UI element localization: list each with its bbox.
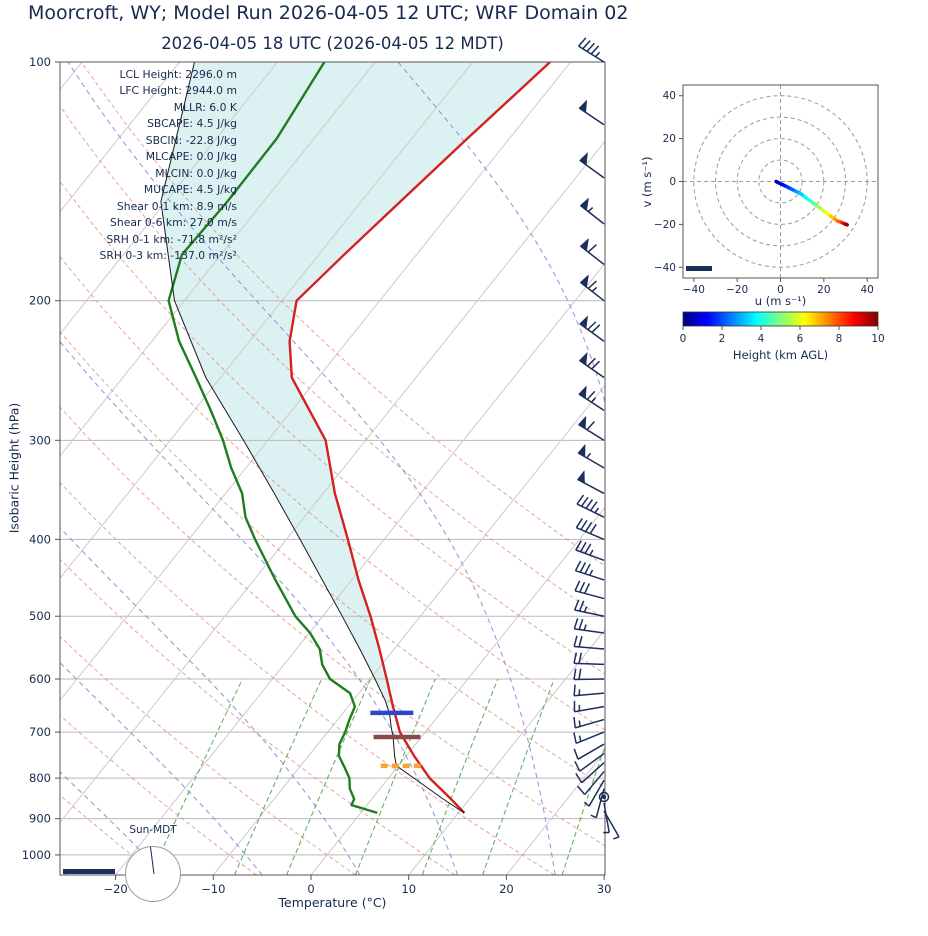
tick-label: 600	[29, 672, 51, 686]
wind-barb	[573, 684, 605, 697]
stat-line: MLCIN: 0.0 J/kg	[155, 166, 237, 180]
hodograph-ylabel: v (m s⁻¹)	[640, 156, 654, 208]
page-title: Moorcroft, WY; Model Run 2026-04-05 12 U…	[28, 2, 629, 24]
tick-label: 0	[307, 882, 314, 896]
wind-barb	[573, 716, 605, 729]
tick-label: 8	[836, 333, 843, 345]
tick-label: 1000	[22, 848, 51, 862]
wind-barb	[573, 700, 605, 713]
tick-label: 700	[29, 725, 51, 739]
wind-barb	[573, 668, 605, 681]
height-colorbar	[682, 311, 879, 327]
wind-barb	[573, 731, 605, 745]
stat-line: Shear 0-1 km: 8.9 m/s	[116, 199, 237, 213]
tick-label: 10	[871, 333, 884, 345]
tick-label: 300	[29, 433, 51, 447]
tick-label: 4	[758, 333, 765, 345]
wind-barb	[574, 560, 605, 581]
wind-barb	[583, 779, 605, 807]
wind-barb	[578, 37, 605, 63]
tick-label: 40	[663, 90, 676, 102]
wind-barb	[573, 635, 605, 650]
tick-label: 30	[597, 882, 612, 896]
wind-barb	[579, 197, 605, 225]
ground-bar	[63, 869, 115, 874]
tick-label: 0	[777, 284, 784, 296]
tick-label: −10	[201, 882, 225, 896]
wind-barb	[577, 469, 605, 495]
wind-barb	[579, 151, 605, 179]
wind-barb	[576, 494, 605, 518]
dewpoint-curve	[167, 62, 378, 815]
tick-label: 20	[817, 284, 830, 296]
sun-dial	[125, 846, 181, 902]
sun-label: Sun-MDT	[129, 824, 177, 836]
wind-barb	[575, 762, 605, 784]
wind-barb	[575, 518, 605, 541]
cin-shade-region	[160, 62, 551, 715]
tick-label: 800	[29, 771, 51, 785]
tick-label: 10	[401, 882, 416, 896]
tick-label: 200	[29, 294, 51, 308]
wind-barb	[573, 652, 605, 666]
tick-label: −20	[654, 219, 676, 231]
stat-line: MLLR: 6.0 K	[173, 100, 237, 114]
tick-label: −40	[654, 262, 676, 274]
stat-line: MLCAPE: 0.0 J/kg	[145, 150, 237, 164]
tick-label: 40	[860, 284, 873, 296]
stat-line: LCL Height: 2296.0 m	[119, 68, 238, 81]
tick-label: −20	[726, 284, 748, 296]
tick-label: 900	[29, 812, 51, 826]
tick-label: 2	[719, 333, 726, 345]
wind-barb	[573, 618, 605, 634]
wind-barb	[575, 540, 605, 561]
stat-line: LFC Height: 2944.0 m	[119, 84, 237, 98]
wind-barb	[579, 315, 605, 342]
wind-barb	[579, 274, 605, 302]
tick-label: −40	[683, 284, 705, 296]
wind-barb	[579, 237, 605, 266]
tick-label: 400	[29, 532, 51, 546]
tick-label: 100	[29, 55, 51, 69]
hodograph: −40 −20 0 20 40 40 20 0 −20 −40	[654, 84, 879, 296]
stat-line: SRH 0-3 km: -137.0 m²/s²	[99, 248, 238, 262]
temperature-curve	[288, 62, 551, 814]
skewt-xlabel: Temperature (°C)	[278, 895, 387, 910]
wind-barb	[590, 788, 605, 819]
wind-barb	[577, 443, 605, 469]
tick-label: 0	[669, 176, 676, 188]
stat-line: SBCIN: -22.8 J/kg	[145, 133, 237, 147]
stat-line: SBCAPE: 4.5 J/kg	[147, 117, 237, 131]
tick-label: 0	[680, 333, 687, 345]
tick-label: 500	[29, 609, 51, 623]
wind-barb	[578, 351, 605, 379]
wind-barb	[578, 99, 605, 126]
hodograph-xlabel: u (m s⁻¹)	[754, 294, 807, 308]
wind-barb	[573, 743, 605, 760]
tick-label: 20	[663, 133, 676, 145]
wind-barb	[603, 802, 610, 834]
skewt-ylabel: Isobaric Height (hPa)	[6, 402, 22, 534]
skewt-title: 2026-04-05 18 UTC (2026-04-05 12 MDT)	[161, 34, 504, 53]
stat-line: MUCAPE: 4.5 J/kg	[143, 183, 237, 197]
wind-barb	[574, 752, 605, 772]
wind-barb	[578, 385, 605, 411]
wind-barb	[578, 415, 605, 441]
colorbar-label: Height (km AGL)	[732, 348, 829, 362]
tick-label: −20	[103, 882, 127, 896]
tick-label: 20	[499, 882, 514, 896]
skewt-plot-area	[60, 62, 605, 875]
stats-block: LCL Height: 2296.0 m LFC Height: 2944.0 m…	[65, 67, 238, 264]
tick-label: 6	[797, 333, 804, 345]
stat-line: SRH 0-1 km: -71.8 m²/s²	[106, 232, 237, 246]
wind-barb	[577, 771, 605, 796]
stat-line: Shear 0-6 km: 27.0 m/s	[110, 216, 237, 230]
wind-barb	[573, 599, 605, 617]
wind-barb	[574, 580, 605, 600]
